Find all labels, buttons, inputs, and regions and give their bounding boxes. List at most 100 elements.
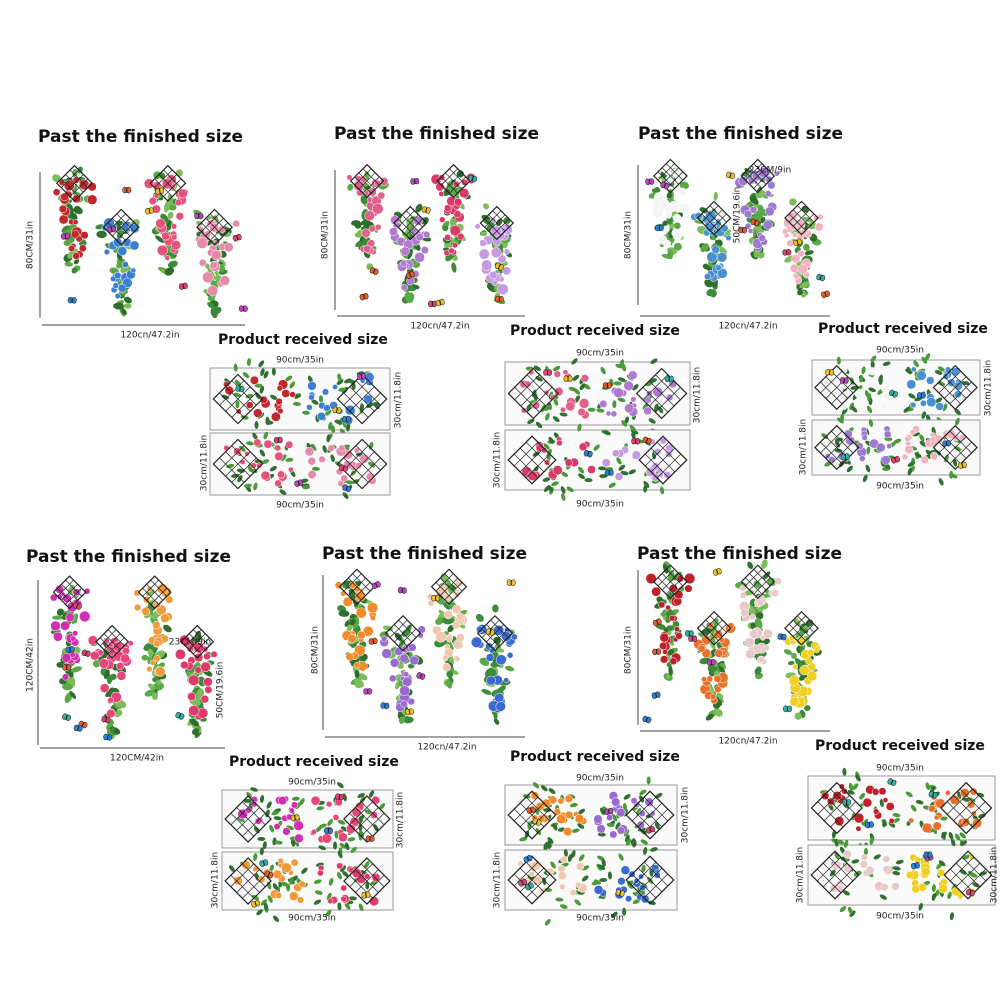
leaf [345,480,354,485]
flower [630,797,638,805]
leaf [123,296,132,304]
flower [409,655,419,666]
received-bottom-height: 30cm/11.8in [799,419,809,475]
flower [281,862,292,874]
butterfly-body [239,385,241,392]
leaf [861,366,866,375]
flower [749,613,756,620]
flower [788,675,800,686]
butterfly-body [408,708,411,715]
leaf [150,614,157,620]
butterfly [652,648,662,656]
flower [161,634,169,643]
flower [365,472,375,481]
leaf [543,843,548,852]
leaf [702,263,710,270]
butterfly [341,415,351,423]
butterfly [706,658,716,666]
flower [656,467,663,474]
flower [760,635,766,641]
trellis-frame [784,200,819,236]
leaf [571,358,578,365]
butterfly-body [497,263,501,270]
leaf [197,676,206,687]
leaf [71,267,78,274]
flower [60,192,70,202]
flower [52,188,61,196]
leaf [632,384,639,391]
flower [920,455,929,464]
trellis-bar [938,381,961,405]
leaf [547,837,554,844]
leaf [415,203,423,213]
leaf [552,416,560,423]
trellis-bar [484,218,502,236]
leaf [269,824,274,833]
leaf [299,798,305,806]
leaf [348,896,357,901]
trellis [224,857,272,905]
flower [355,607,367,619]
leaf [234,379,241,387]
butterfly-body [372,638,375,645]
trellis-bar [753,171,771,189]
leaf [337,902,342,911]
flower [58,214,69,225]
flower [575,881,582,889]
butterfly [81,649,91,657]
leaf [447,624,455,633]
leaf [159,172,166,180]
flower [332,814,340,821]
leaf [334,419,343,425]
trellis-bar [949,381,972,405]
flower [910,401,917,409]
trellis-bar [163,178,182,197]
leaf [398,716,405,725]
leaf [483,203,490,210]
flower [452,621,461,630]
flower [175,212,184,221]
flower [510,633,518,641]
flower [307,470,317,480]
flower [624,403,634,414]
received-title: Product received size [218,332,388,348]
leaf [560,471,569,477]
butterfly-body [961,462,964,469]
trellis-bar [449,176,467,194]
flower [399,653,409,663]
leaf [850,406,858,413]
flower [713,674,722,683]
trellis-bar [349,451,375,477]
butterfly [73,724,83,732]
trellis-bar [65,174,84,193]
trellis-bar [362,176,380,194]
trellis-bar [242,813,266,837]
flower [553,370,561,378]
butterfly [405,271,415,279]
flower [435,631,447,643]
flower [107,696,114,704]
flower [50,620,61,632]
flower [293,820,304,831]
leaf [711,280,718,288]
flower [116,671,127,681]
butterfly-body [438,299,442,306]
leaf [327,819,333,826]
leaf [235,400,240,409]
leaf [797,289,803,296]
flower [564,794,574,803]
butterfly [365,835,375,843]
flower [70,229,80,239]
flower [659,632,669,643]
flower [672,213,682,223]
flower [246,401,254,409]
flower [381,648,392,659]
leaf [314,890,323,895]
leaf [191,728,200,736]
leaf [443,602,451,610]
butterfly [290,813,300,822]
leaf [615,822,621,830]
flower [202,271,214,283]
leaf [938,478,944,486]
butterfly-body [327,828,330,834]
